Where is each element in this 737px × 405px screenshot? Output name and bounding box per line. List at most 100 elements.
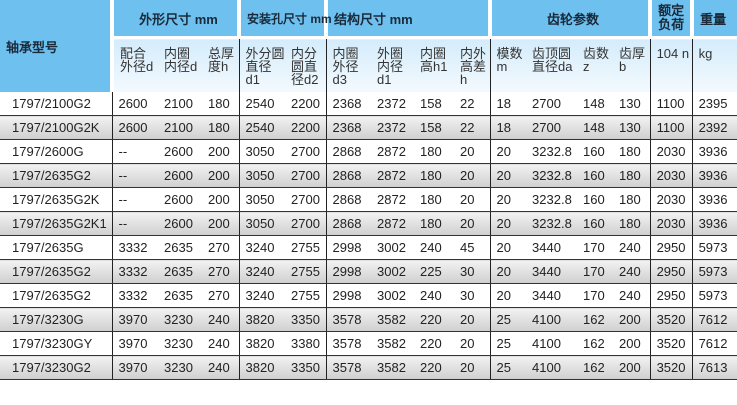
value-cell: 200 xyxy=(202,211,239,236)
value-cell: 4100 xyxy=(526,307,578,332)
value-cell: 20 xyxy=(489,283,527,308)
value-cell: 20 xyxy=(454,331,491,356)
value-cell: 2100 xyxy=(158,92,202,116)
value-cell: 148 xyxy=(577,92,614,116)
table-row: 1797/2635G 3332 2635 270 3240 2755 2998 3002 240… xyxy=(0,235,737,260)
value-cell: -- xyxy=(111,139,158,164)
value-cell: 5973 xyxy=(691,235,737,260)
value-cell: 3232.8 xyxy=(526,211,578,236)
value-cell: 3230 xyxy=(158,307,202,332)
value-cell: -- xyxy=(111,211,158,236)
value-cell: 2998 xyxy=(325,283,371,308)
value-cell: 2872 xyxy=(371,139,414,164)
value-cell: 270 xyxy=(202,259,239,284)
value-cell: 2030 xyxy=(649,187,693,212)
subheader-cell: 外圈内径d1 xyxy=(371,37,414,92)
value-cell: 2755 xyxy=(285,283,326,308)
model-cell: 1797/2100G2 xyxy=(0,92,112,116)
value-cell: 4100 xyxy=(526,355,578,380)
value-cell: 220 xyxy=(414,331,454,356)
value-cell: 2700 xyxy=(285,163,326,188)
value-cell: 240 xyxy=(202,307,239,332)
subheader-cell: 模数m xyxy=(489,37,527,92)
value-cell: 200 xyxy=(613,307,651,332)
value-cell: 3240 xyxy=(238,283,285,308)
value-cell: 160 xyxy=(577,163,614,188)
value-cell: 158 xyxy=(414,115,454,140)
value-cell: 2635 xyxy=(158,283,202,308)
value-cell: 2700 xyxy=(285,139,326,164)
value-cell: 20 xyxy=(454,163,491,188)
value-cell: 20 xyxy=(489,163,527,188)
value-cell: 5973 xyxy=(691,259,737,284)
value-cell: 180 xyxy=(414,187,454,212)
value-cell: 3578 xyxy=(325,355,371,380)
value-cell: 148 xyxy=(577,115,614,140)
value-cell: 2600 xyxy=(158,187,202,212)
subheader-cell: 104 n xyxy=(649,37,693,92)
value-cell: 2755 xyxy=(285,235,326,260)
value-cell: 20 xyxy=(454,211,491,236)
value-cell: 3578 xyxy=(325,331,371,356)
value-cell: 25 xyxy=(489,307,527,332)
value-cell: 162 xyxy=(577,355,614,380)
value-cell: 162 xyxy=(577,331,614,356)
value-cell: 2635 xyxy=(158,235,202,260)
value-cell: 220 xyxy=(414,307,454,332)
value-cell: 20 xyxy=(489,259,527,284)
value-cell: 3936 xyxy=(691,139,737,164)
value-cell: 200 xyxy=(202,139,239,164)
subheader-cell: 外分圆直径d1 xyxy=(238,37,285,92)
value-cell: 3440 xyxy=(526,259,578,284)
value-cell: 3240 xyxy=(238,235,285,260)
value-cell: 20 xyxy=(489,235,527,260)
value-cell: 45 xyxy=(454,235,491,260)
model-cell: 1797/2635G2 xyxy=(0,283,112,308)
value-cell: 3936 xyxy=(691,163,737,188)
value-cell: 7612 xyxy=(691,331,737,356)
table-row: 1797/2635G2K1 -- 2600 200 3050 2700 2868 2872 18… xyxy=(0,211,737,236)
value-cell: 3232.8 xyxy=(526,187,578,212)
value-cell: 2368 xyxy=(325,92,371,116)
value-cell: 20 xyxy=(454,355,491,380)
value-cell: 220 xyxy=(414,355,454,380)
value-cell: 3332 xyxy=(111,283,158,308)
value-cell: 3050 xyxy=(238,163,285,188)
subheader-cell: 总厚度h xyxy=(202,37,239,92)
value-cell: 180 xyxy=(414,139,454,164)
subheader-cell: 内圈外径d3 xyxy=(325,37,371,92)
spec-table: 轴承型号 外形尺寸 mm 安装孔尺寸 mm 结构尺寸 mm 齿轮参数 额定负荷 … xyxy=(0,0,737,380)
value-cell: 3002 xyxy=(371,235,414,260)
value-cell: 7613 xyxy=(691,355,737,380)
value-cell: 2600 xyxy=(111,115,158,140)
value-cell: 2950 xyxy=(649,283,693,308)
value-cell: 2700 xyxy=(526,115,578,140)
value-cell: 180 xyxy=(414,211,454,236)
value-cell: 1100 xyxy=(649,115,693,140)
table-row: 1797/2600G -- 2600 200 3050 2700 2868 2872 180 20… xyxy=(0,139,737,164)
value-cell: 20 xyxy=(489,139,527,164)
value-cell: 2030 xyxy=(649,139,693,164)
value-cell: 2635 xyxy=(158,259,202,284)
value-cell: 20 xyxy=(454,307,491,332)
value-cell: 160 xyxy=(577,187,614,212)
table-row: 1797/3230GY 3970 3230 240 3820 3380 3578 3582 22… xyxy=(0,331,737,356)
value-cell: -- xyxy=(111,163,158,188)
value-cell: 2868 xyxy=(325,187,371,212)
subheader-cell: 内圈内径d xyxy=(158,37,202,92)
value-cell: 3936 xyxy=(691,211,737,236)
model-cell: 1797/3230G xyxy=(0,307,112,332)
model-cell: 1797/2635G2 xyxy=(0,163,112,188)
value-cell: 5973 xyxy=(691,283,737,308)
header-model: 轴承型号 xyxy=(0,0,114,92)
value-cell: 2030 xyxy=(649,163,693,188)
value-cell: 2950 xyxy=(649,259,693,284)
value-cell: 200 xyxy=(202,163,239,188)
value-cell: 3582 xyxy=(371,307,414,332)
value-cell: 3578 xyxy=(325,307,371,332)
value-cell: 2872 xyxy=(371,163,414,188)
subheader-cell: kg xyxy=(691,37,737,92)
value-cell: 3350 xyxy=(285,307,326,332)
value-cell: 170 xyxy=(577,259,614,284)
value-cell: 3050 xyxy=(238,139,285,164)
